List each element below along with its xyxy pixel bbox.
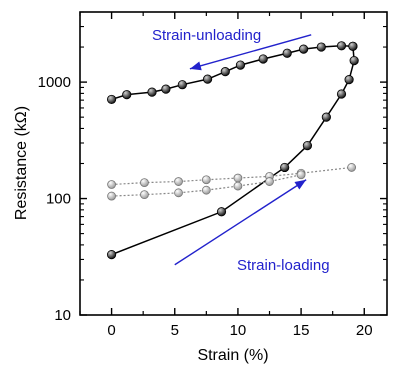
data-point — [280, 162, 290, 173]
x-axis-title: Strain (%) — [197, 347, 268, 364]
data-point — [296, 170, 306, 180]
data-point — [344, 75, 354, 85]
data-point — [258, 54, 268, 64]
x-tick-label: 20 — [356, 322, 373, 339]
series-group — [106, 41, 359, 260]
data-point — [174, 177, 183, 186]
series-line-0 — [111, 46, 355, 256]
x-tick-label: 15 — [293, 322, 310, 339]
y-tick-label: 100 — [46, 191, 71, 208]
annotation-strain-unloading: Strain-unloading — [152, 27, 261, 44]
arrow-shaft-1 — [174, 179, 307, 266]
data-point — [321, 112, 331, 122]
data-point — [316, 42, 326, 52]
data-point — [106, 250, 117, 260]
x-tick-label: 5 — [171, 322, 179, 339]
data-point — [233, 181, 243, 191]
data-point — [282, 48, 292, 58]
data-point — [265, 177, 274, 186]
y-tick-label: 10 — [54, 307, 71, 324]
data-point — [106, 94, 117, 105]
arrows-group — [174, 34, 312, 266]
data-point — [302, 140, 313, 151]
series-line-2 — [111, 166, 352, 186]
data-point — [201, 175, 211, 185]
data-point — [122, 90, 132, 100]
data-point — [347, 163, 357, 172]
data-point — [174, 188, 183, 198]
data-point — [161, 84, 171, 94]
data-point — [220, 67, 230, 77]
data-point — [349, 56, 359, 66]
data-point — [216, 207, 227, 217]
data-point — [107, 191, 116, 201]
y-axis-title: Resistance (kΩ) — [13, 106, 30, 220]
data-point — [203, 74, 213, 84]
axis-ticks — [79, 11, 387, 316]
x-tick-label: 0 — [107, 322, 115, 339]
annotation-strain-loading: Strain-loading — [237, 257, 330, 274]
y-tick-label: 1000 — [38, 74, 71, 91]
data-point — [299, 44, 309, 54]
data-point — [336, 41, 347, 51]
data-point — [348, 41, 358, 51]
data-point — [140, 190, 149, 200]
data-point — [201, 185, 211, 195]
data-point — [107, 180, 116, 189]
arrow-head-0 — [189, 61, 202, 71]
plot-frame — [79, 11, 388, 316]
data-point — [336, 89, 347, 99]
data-point — [140, 178, 149, 188]
data-point — [177, 80, 187, 90]
tick-labels: 0 5 10 15 20 10 100 1000 — [38, 74, 373, 339]
arrow-head-1 — [294, 179, 307, 190]
x-tick-label: 10 — [230, 322, 247, 339]
data-point — [233, 173, 243, 183]
arrow-shaft-0 — [189, 34, 312, 70]
data-point — [147, 87, 157, 97]
data-point — [235, 60, 246, 70]
